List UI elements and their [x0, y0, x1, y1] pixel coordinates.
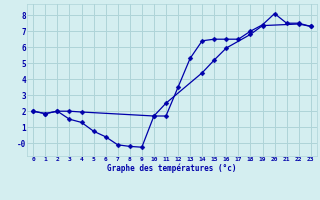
X-axis label: Graphe des températures (°c): Graphe des températures (°c): [107, 164, 237, 173]
